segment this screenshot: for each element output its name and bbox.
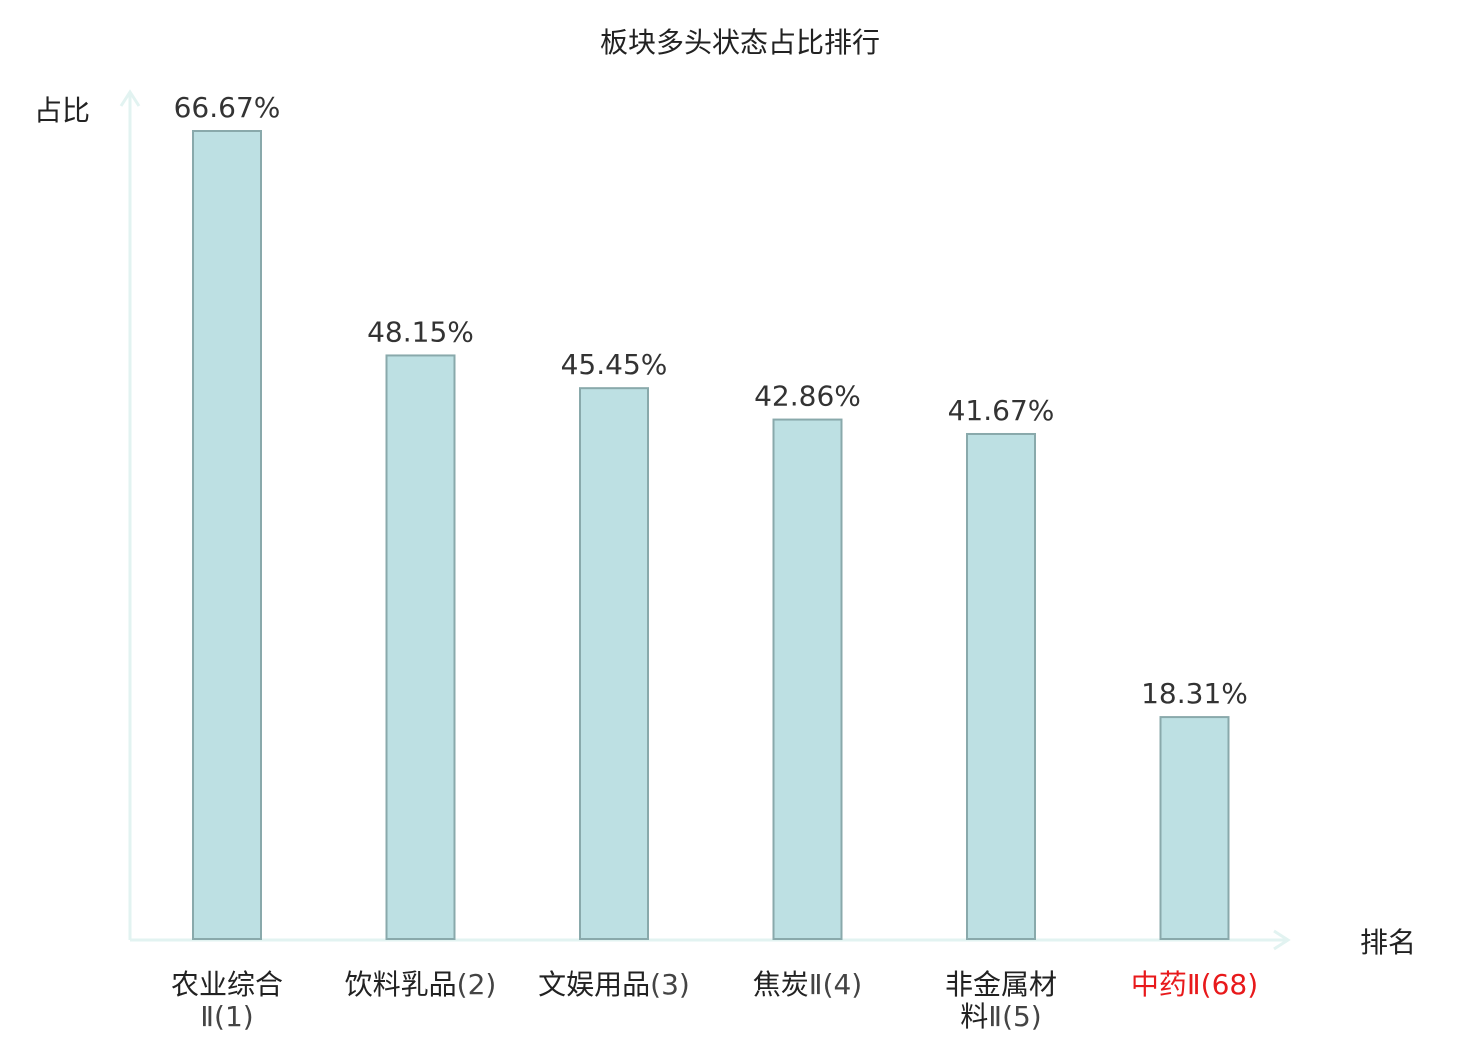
bar-value-label-3: 45.45%: [561, 348, 668, 381]
y-axis-arrow: [119, 89, 141, 107]
bar-4: [772, 418, 843, 941]
category-label-1: 农业综合 Ⅱ(1): [171, 968, 283, 1033]
bar-value-label-6: 18.31%: [1141, 677, 1248, 710]
category-label-5: 非金属材料Ⅱ(5): [945, 968, 1057, 1033]
bar-3: [579, 387, 649, 941]
value-labels: 66.67% 48.15% 45.45% 42.86% 41.67% 18.31%: [174, 91, 1248, 710]
x-axis-arrow: [1273, 929, 1291, 951]
chart-title: 板块多头状态占比排行: [600, 26, 880, 59]
category-label-3: 文娱用品(3): [538, 968, 690, 1001]
y-axis-label: 占比: [34, 94, 90, 127]
bar-2: [385, 354, 456, 940]
bar-value-label-1: 66.67%: [174, 91, 281, 124]
bar-series: [192, 130, 1230, 941]
category-labels: 农业综合 Ⅱ(1) 饮料乳品(2) 文娱用品(3) 焦炭Ⅱ(4) 非金属材料Ⅱ(5) 中药Ⅱ…: [171, 968, 1258, 1033]
bar-value-label-5: 41.67%: [948, 394, 1055, 427]
bar-6: [1159, 716, 1230, 940]
bar-value-label-2: 48.15%: [367, 315, 474, 348]
category-label-6: 中药Ⅱ(68): [1131, 968, 1258, 1001]
bar-5: [966, 432, 1036, 940]
x-axis-label: 排名: [1360, 926, 1416, 959]
axes: [119, 89, 1291, 951]
category-label-2: 饮料乳品(2): [345, 968, 497, 1001]
category-label-4: 焦炭Ⅱ(4): [753, 968, 862, 1001]
bar-value-label-4: 42.86%: [754, 380, 861, 413]
bar-1: [192, 130, 262, 940]
